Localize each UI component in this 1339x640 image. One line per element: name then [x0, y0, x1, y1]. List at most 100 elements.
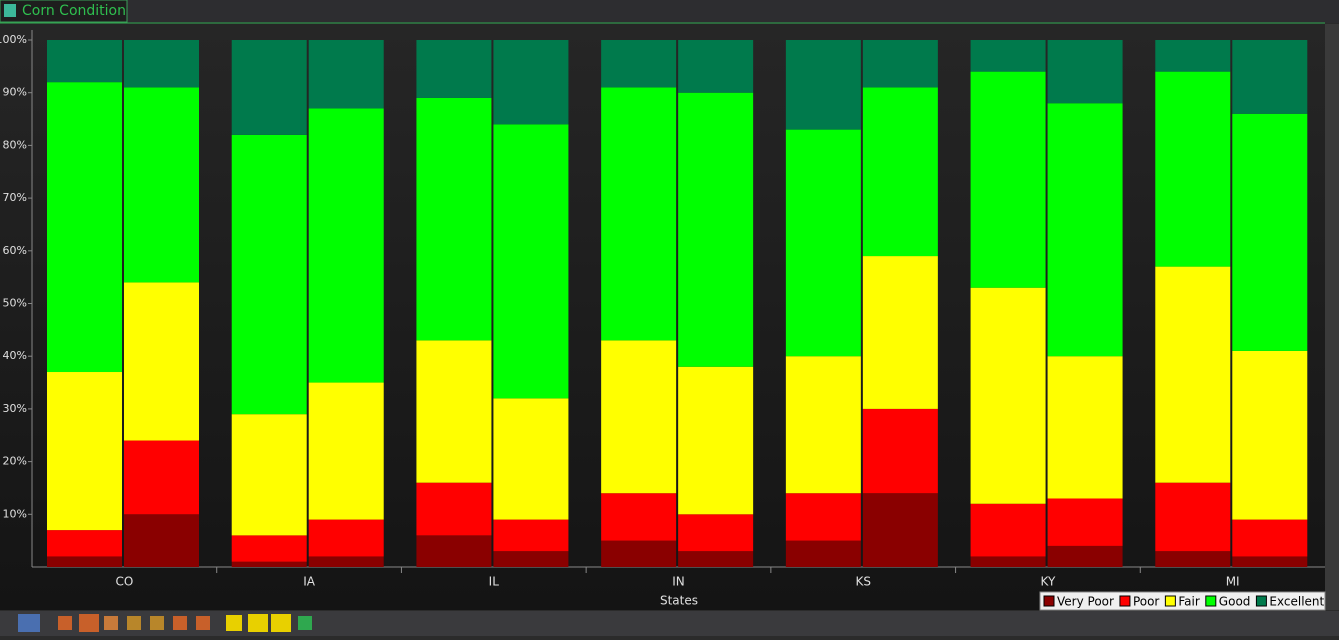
- bar-segment: [785, 493, 861, 541]
- bar-segment: [493, 551, 569, 567]
- bar-segment: [1047, 40, 1123, 104]
- bar-segment: [970, 40, 1046, 72]
- bar-segment: [601, 493, 677, 541]
- y-tick-label: 90%: [3, 86, 27, 99]
- y-tick-label: 80%: [3, 138, 27, 151]
- bar-segment: [47, 530, 122, 557]
- legend-swatch: [1164, 595, 1176, 607]
- bar-segment: [678, 40, 754, 93]
- bar-segment: [785, 129, 861, 357]
- bar-segment: [601, 340, 677, 494]
- x-axis-title: States: [660, 594, 698, 608]
- tool-button[interactable]: [226, 615, 242, 631]
- tab-icon: [4, 4, 16, 17]
- tab-bar: [0, 0, 1339, 23]
- legend-swatch: [1119, 595, 1131, 607]
- tool-button[interactable]: [298, 616, 312, 630]
- bar-segment: [231, 535, 307, 562]
- bar-segment: [785, 356, 861, 494]
- x-tick-label: IN: [672, 575, 685, 589]
- legend-label: Poor: [1133, 595, 1159, 609]
- bar-segment: [970, 503, 1046, 557]
- legend-label: Excellent: [1269, 595, 1324, 609]
- bar-segment: [1232, 113, 1308, 351]
- toolbar-buttons: [18, 614, 312, 632]
- bar-segment: [862, 40, 938, 88]
- legend-label: Good: [1219, 595, 1251, 609]
- y-tick-label: 70%: [3, 191, 27, 204]
- bar-segment: [493, 40, 569, 125]
- tool-button[interactable]: [150, 616, 164, 630]
- bar-segment: [47, 82, 122, 373]
- bar-segment: [1232, 556, 1308, 567]
- tab-title: Corn Condition: [22, 3, 126, 19]
- y-tick-label: 10%: [3, 507, 27, 520]
- bar-segment: [308, 556, 384, 567]
- bar-segment: [231, 134, 307, 415]
- bar-segment: [47, 556, 122, 567]
- side-panel: [1325, 24, 1339, 610]
- bar-segment: [785, 40, 861, 130]
- bar-segment: [493, 398, 569, 520]
- bar-segment: [1155, 71, 1231, 267]
- bar-segment: [124, 40, 199, 88]
- tool-button[interactable]: [127, 616, 141, 630]
- tool-button[interactable]: [173, 616, 187, 630]
- tab[interactable]: [0, 0, 128, 23]
- x-tick-label: KS: [855, 575, 871, 589]
- bar-segment: [678, 92, 754, 367]
- bar-segment: [231, 414, 307, 536]
- y-tick-label: 30%: [3, 402, 27, 415]
- bar-segment: [493, 124, 569, 399]
- tool-button[interactable]: [79, 614, 99, 632]
- y-tick-label: 20%: [3, 455, 27, 468]
- bar-segment: [416, 340, 492, 483]
- bar-segment: [601, 87, 677, 341]
- bar-segment: [970, 556, 1046, 567]
- bar-segment: [308, 519, 384, 557]
- bar-segment: [862, 256, 938, 409]
- x-tick-label: IA: [303, 575, 316, 589]
- x-tick-label: KY: [1041, 575, 1056, 589]
- legend-swatch: [1043, 595, 1055, 607]
- bar-segment: [124, 440, 199, 515]
- legend-swatch: [1255, 595, 1267, 607]
- tool-button[interactable]: [248, 614, 268, 632]
- y-tick-label: 100%: [0, 33, 27, 46]
- bar-segment: [1047, 545, 1123, 567]
- legend-label: Fair: [1178, 595, 1199, 609]
- y-tick-label: 50%: [3, 297, 27, 310]
- bar-segment: [785, 540, 861, 567]
- bar-segment: [1047, 356, 1123, 499]
- bar-segment: [601, 40, 677, 88]
- bar-segment: [678, 551, 754, 567]
- bar-segment: [416, 40, 492, 98]
- bar-segment: [124, 514, 199, 567]
- bar-segment: [1155, 266, 1231, 483]
- tool-button[interactable]: [18, 614, 40, 632]
- bar-segment: [1155, 482, 1231, 552]
- x-tick-label: CO: [115, 575, 133, 589]
- tool-button[interactable]: [196, 616, 210, 630]
- bar-segment: [1232, 350, 1308, 520]
- tool-button[interactable]: [58, 616, 72, 630]
- x-tick-label: IL: [489, 575, 500, 589]
- tool-button[interactable]: [271, 614, 291, 632]
- bar-segment: [970, 71, 1046, 288]
- y-tick-label: 40%: [3, 349, 27, 362]
- legend-box: [1039, 591, 1326, 611]
- bar-segment: [970, 287, 1046, 504]
- toolbar: [0, 611, 1339, 636]
- bar-segment: [416, 97, 492, 341]
- legend-label: Very Poor: [1057, 595, 1114, 609]
- tool-button[interactable]: [104, 616, 118, 630]
- bar-segment: [308, 382, 384, 520]
- bar-segment: [1232, 40, 1308, 114]
- bar-segment: [601, 540, 677, 567]
- bar-segment: [1232, 519, 1308, 557]
- x-tick-label: MI: [1226, 575, 1240, 589]
- y-tick-label: 60%: [3, 244, 27, 257]
- bar-segment: [416, 535, 492, 567]
- bar-segment: [308, 40, 384, 109]
- bar-segment: [1155, 551, 1231, 567]
